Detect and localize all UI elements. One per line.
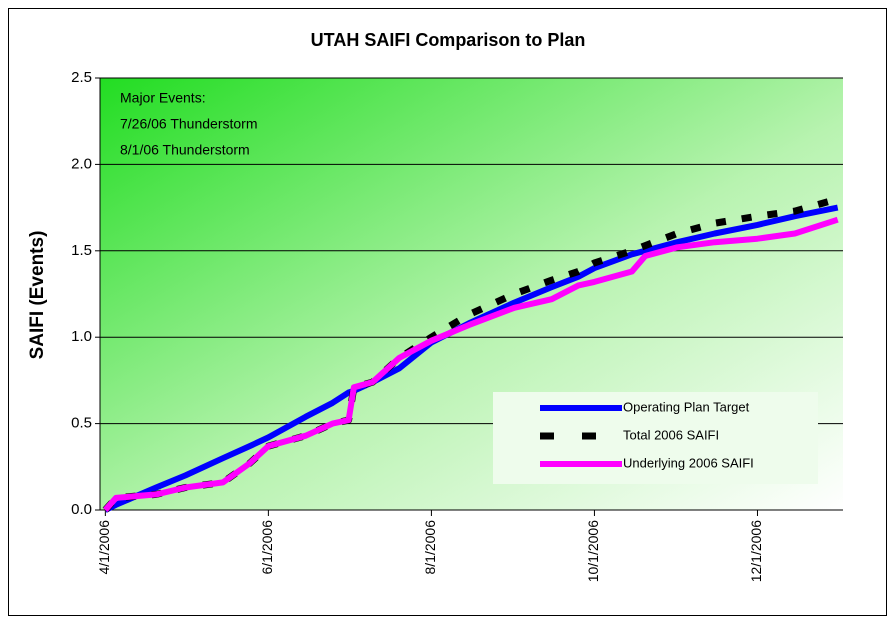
annotation: 7/26/06 Thunderstorm (120, 116, 258, 132)
y-axis-label: SAIFI (Events) (27, 231, 48, 360)
y-tick-label: 2.0 (71, 155, 92, 172)
x-tick-label: 12/1/2006 (748, 520, 764, 582)
legend-label: Operating Plan Target (623, 399, 750, 414)
legend-label: Underlying 2006 SAIFI (623, 455, 754, 470)
x-tick-label: 8/1/2006 (422, 520, 438, 575)
series-line (102, 195, 839, 513)
x-tick-label: 10/1/2006 (585, 520, 601, 582)
legend-label: Total 2006 SAIFI (623, 427, 719, 442)
y-tick-label: 0.5 (71, 415, 92, 432)
series-line (103, 204, 839, 513)
annotation: Major Events: (120, 90, 206, 106)
series-line (103, 216, 839, 512)
y-tick-label: 1.0 (71, 328, 92, 345)
annotation: 8/1/06 Thunderstorm (120, 142, 250, 158)
x-tick-label: 6/1/2006 (259, 520, 275, 575)
chart-title: UTAH SAIFI Comparison to Plan (311, 30, 586, 50)
y-tick-label: 0.0 (71, 501, 92, 518)
y-tick-label: 1.5 (71, 242, 92, 259)
x-tick-label: 4/1/2006 (96, 520, 112, 575)
y-tick-label: 2.5 (71, 69, 92, 86)
